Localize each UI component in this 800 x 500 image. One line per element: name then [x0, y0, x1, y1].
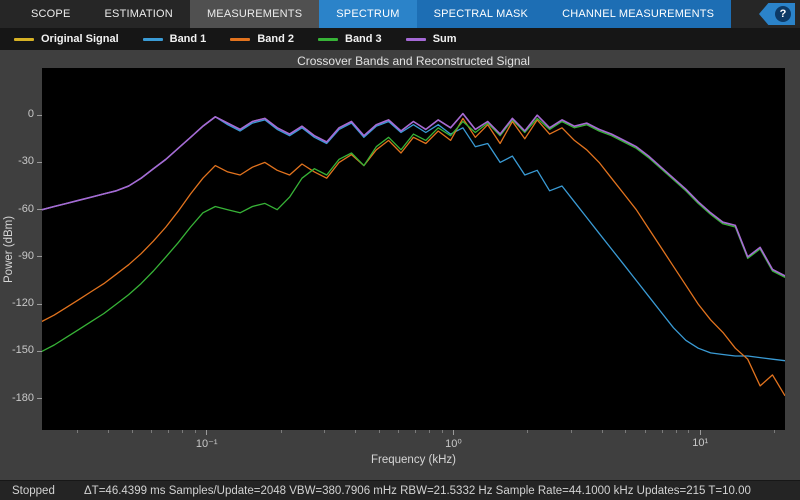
x-minor-tick — [774, 430, 776, 433]
legend: Original Signal Band 1 Band 2 Band 3 Sum — [0, 28, 800, 50]
x-minor-tick — [354, 430, 356, 433]
y-tick-label: -150 — [11, 344, 34, 357]
x-minor-tick — [131, 430, 133, 433]
legend-label: Band 3 — [345, 33, 382, 45]
status-stats: ΔT=46.4399 ms Samples/Update=2048 VBW=38… — [84, 484, 751, 497]
y-tick-mark — [37, 209, 42, 211]
help-button[interactable]: ? — [759, 3, 795, 25]
legend-label: Sum — [432, 33, 457, 45]
y-tick-mark — [37, 398, 42, 400]
x-tick-mark — [206, 430, 208, 435]
plot-title: Crossover Bands and Reconstructed Signal — [297, 54, 530, 68]
tab-spectrum[interactable]: SPECTRUM — [319, 0, 417, 28]
x-tick-label: 10¹ — [692, 437, 709, 449]
y-tick-mark — [37, 114, 42, 116]
x-minor-tick — [323, 430, 325, 433]
series-band-3 — [42, 117, 785, 352]
x-tick-mark — [699, 430, 701, 435]
y-tick-mark — [37, 303, 42, 305]
x-minor-tick — [77, 430, 79, 433]
legend-line-swatch — [142, 37, 163, 41]
legend-item-original-signal[interactable]: Original Signal — [14, 33, 119, 45]
x-minor-tick — [182, 430, 184, 433]
legend-item-band-1[interactable]: Band 1 — [142, 33, 207, 45]
x-minor-tick — [108, 430, 110, 433]
tab-scope[interactable]: SCOPE — [31, 8, 71, 20]
y-tick-label: -120 — [11, 297, 34, 310]
x-minor-tick — [398, 430, 400, 433]
y-tick-label: 0 — [27, 108, 34, 121]
x-minor-tick — [429, 430, 431, 433]
legend-line-swatch — [405, 37, 426, 41]
legend-item-sum[interactable]: Sum — [405, 33, 457, 45]
x-minor-tick — [168, 430, 169, 433]
x-minor-tick — [601, 430, 603, 433]
x-minor-tick — [675, 430, 677, 433]
x-minor-tick — [570, 430, 572, 433]
y-tick-label: -180 — [11, 391, 34, 404]
x-minor-tick — [527, 430, 529, 433]
spectrum-plot[interactable] — [42, 68, 785, 430]
legend-label: Band 1 — [169, 33, 207, 45]
plot-canvas[interactable] — [42, 68, 785, 430]
x-axis-label: Frequency (kHz) — [371, 454, 456, 466]
y-tick-mark — [37, 161, 42, 163]
y-tick-label: -90 — [18, 249, 34, 262]
x-minor-tick — [194, 430, 196, 433]
y-tick-mark — [37, 350, 42, 352]
legend-item-band-3[interactable]: Band 3 — [318, 33, 382, 45]
legend-label: Original Signal — [41, 33, 119, 45]
x-minor-tick — [441, 430, 443, 433]
y-tick-label: -60 — [18, 202, 34, 215]
x-tick-label: 10⁰ — [445, 438, 462, 450]
legend-label: Band 2 — [257, 33, 294, 45]
tab-spectral-mask[interactable]: SPECTRAL MASK — [416, 0, 546, 28]
tab-estimation[interactable]: ESTIMATION — [104, 8, 173, 20]
legend-line-swatch — [14, 37, 34, 41]
status-bar: Stopped ΔT=46.4399 ms Samples/Update=204… — [0, 480, 800, 500]
x-minor-tick — [151, 430, 153, 433]
x-tick-mark — [452, 430, 454, 435]
x-minor-tick — [688, 430, 690, 433]
x-tick-label: 10⁻¹ — [195, 438, 218, 450]
x-minor-tick — [414, 430, 416, 433]
series-band-1 — [42, 116, 785, 362]
series-sum — [42, 112, 785, 277]
status-state: Stopped — [12, 484, 55, 497]
legend-line-swatch — [230, 37, 251, 41]
question-icon: ? — [775, 6, 791, 22]
x-minor-tick — [661, 430, 663, 433]
ribbon-tabs: SCOPE ESTIMATION MEASUREMENTS SPECTRUM S… — [0, 0, 800, 28]
y-tick-mark — [37, 256, 42, 258]
legend-item-band-2[interactable]: Band 2 — [230, 33, 294, 45]
x-minor-tick — [625, 430, 627, 433]
y-tick-label: -30 — [18, 155, 34, 168]
x-minor-tick — [378, 430, 380, 433]
series-band-2 — [42, 117, 785, 397]
legend-line-swatch — [318, 37, 338, 41]
x-minor-tick — [645, 430, 646, 433]
plot-region: Crossover Bands and Reconstructed Signal… — [0, 50, 800, 480]
tab-measurements[interactable]: MEASUREMENTS — [189, 0, 320, 28]
x-minor-tick — [280, 430, 282, 433]
tab-channel-measurements[interactable]: CHANNEL MEASUREMENTS — [545, 0, 732, 28]
